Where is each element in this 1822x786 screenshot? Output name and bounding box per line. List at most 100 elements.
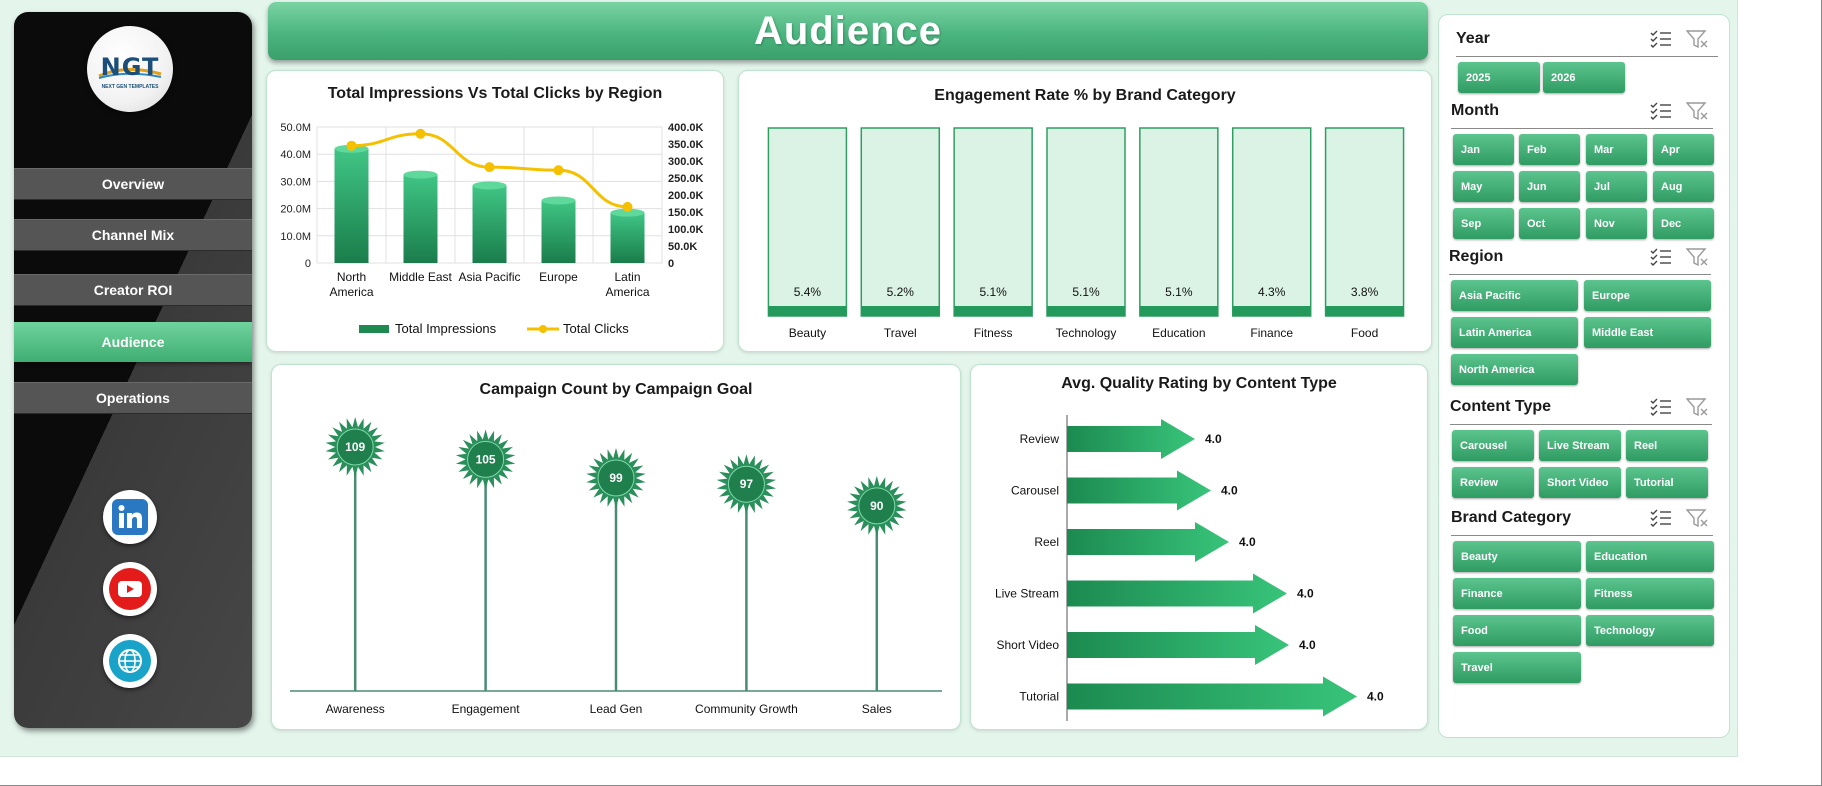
x-tick-label: Middle East [389,270,452,284]
y-tick-label: Tutorial [1019,690,1059,704]
slicer-button[interactable]: Sep [1453,208,1514,239]
x-tick-label: Travel [884,326,917,340]
y-tick-label-right: 250.0K [668,173,704,185]
slicer-button[interactable]: May [1453,171,1514,202]
nav-creator-roi[interactable]: Creator ROI [14,274,252,306]
slicer-button[interactable]: Reel [1626,430,1708,461]
slicer-button[interactable]: Review [1452,467,1534,498]
multi-select-icon[interactable] [1650,29,1672,49]
slicer-button[interactable]: Beauty [1453,541,1581,572]
data-label: 3.8% [1351,285,1379,299]
multi-select-icon[interactable] [1650,397,1672,417]
nav-overview[interactable]: Overview [14,168,252,200]
slicer-button[interactable]: Middle East [1584,317,1711,348]
slicer-button[interactable]: Aug [1653,171,1714,202]
slicer-button[interactable]: Feb [1519,134,1580,165]
lollipop-core [858,487,896,525]
slicer-button[interactable]: Nov [1586,208,1647,239]
x-tick-label: Europe [539,270,578,284]
nav-label: Audience [101,334,165,350]
nav-channel-mix[interactable]: Channel Mix [14,219,252,251]
slicer-controls [1650,101,1710,121]
multi-select-icon[interactable] [1650,101,1672,121]
slicer-button[interactable]: Live Stream [1539,430,1621,461]
slicer-button[interactable]: 2025 [1458,62,1540,93]
data-label: 105 [476,452,496,466]
slicer-button[interactable]: Technology [1586,615,1714,646]
slicer-button[interactable]: North America [1451,354,1578,385]
x-tick-label: Education [1152,326,1205,340]
impressions-bar [541,200,576,263]
x-tick-label: Finance [1250,326,1293,340]
impressions-bar [472,185,507,263]
slicer-button[interactable]: Jul [1586,171,1647,202]
slicer-button[interactable]: Oct [1519,208,1580,239]
chart-title: Avg. Quality Rating by Content Type [1061,375,1337,392]
slicer-button[interactable]: Europe [1584,280,1711,311]
clear-filter-icon[interactable] [1686,29,1710,49]
impressions-clicks-card: Total Impressions Vs Total Clicks by Reg… [266,70,724,352]
slicer-button[interactable]: Fitness [1586,578,1714,609]
x-tick-label: Asia Pacific [458,270,520,284]
clear-filter-icon[interactable] [1686,397,1710,417]
lollipop-core [336,428,374,466]
slicer-button[interactable]: Dec [1653,208,1714,239]
nav-audience[interactable]: Audience [14,322,252,362]
data-label: 5.4% [794,285,822,299]
slicer-button[interactable]: Finance [1453,578,1581,609]
clear-filter-icon[interactable] [1686,247,1710,267]
data-label: 4.0 [1205,432,1222,446]
multi-select-icon[interactable] [1650,508,1672,528]
slicer-button[interactable]: Food [1453,615,1581,646]
clear-filter-icon[interactable] [1686,508,1710,528]
slicer-button[interactable]: Carousel [1452,430,1534,461]
chart-title: Campaign Count by Campaign Goal [479,381,753,398]
impressions-bar-top [472,181,507,190]
data-label: 4.0 [1297,587,1314,601]
y-tick-label-left: 50.0M [280,122,311,134]
y-tick-label-right: 350.0K [668,139,704,151]
page-title: Audience [753,8,943,53]
slicer-button[interactable]: Jan [1453,134,1514,165]
slicer-button[interactable]: Latin America [1451,317,1578,348]
clear-filter-icon[interactable] [1686,101,1710,121]
linkedin-icon[interactable] [103,490,157,544]
nav-operations[interactable]: Operations [14,382,252,414]
data-label: 5.1% [1072,285,1100,299]
impressions-clicks-chart: 50.0M 40.0M 30.0M 20.0M 10.0M 0 400.0K 350.0K 30… [280,122,704,336]
slicer-button[interactable]: Tutorial [1626,467,1708,498]
youtube-icon[interactable] [103,562,157,616]
slicer-button[interactable]: Travel [1453,652,1581,683]
slicer-button[interactable]: Asia Pacific [1451,280,1578,311]
slicer-button[interactable]: Education [1586,541,1714,572]
impressions-bar [610,212,645,263]
slicer-button[interactable]: Mar [1586,134,1647,165]
y-tick-label: Carousel [1011,484,1059,498]
rating-arrow [1067,470,1211,511]
slicer-title: Region [1449,248,1504,265]
y-tick-label-right: 150.0K [668,207,704,219]
data-label: 4.0 [1367,690,1384,704]
slicer-button[interactable]: 2026 [1543,62,1625,93]
y-tick-label-right: 400.0K [668,122,704,134]
logo-swoosh-icon [98,67,162,79]
lollipop-core [597,459,635,497]
slicer-controls [1650,508,1710,528]
globe-icon[interactable] [103,634,157,688]
x-tick-label: Beauty [789,326,826,340]
engagement-bar [861,306,940,316]
impressions-bar [334,148,369,263]
quality-rating-card: Avg. Quality Rating by Content Type Revi… [970,364,1428,730]
nav-label: Operations [96,390,170,406]
legend-swatch-impressions [359,325,389,333]
slicer-button[interactable]: Jun [1519,171,1580,202]
impressions-bar-top [541,196,576,205]
data-label: 109 [345,440,365,454]
x-tick-label: Fitness [974,326,1013,340]
slicer-controls [1650,247,1710,267]
slicer-button[interactable]: Short Video [1539,467,1621,498]
slicer-controls [1650,29,1710,49]
impressions-bar-top [403,170,438,179]
slicer-button[interactable]: Apr [1653,134,1714,165]
multi-select-icon[interactable] [1650,247,1672,267]
